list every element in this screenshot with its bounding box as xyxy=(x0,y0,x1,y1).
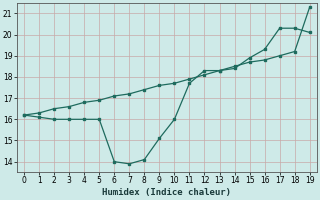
X-axis label: Humidex (Indice chaleur): Humidex (Indice chaleur) xyxy=(102,188,231,197)
